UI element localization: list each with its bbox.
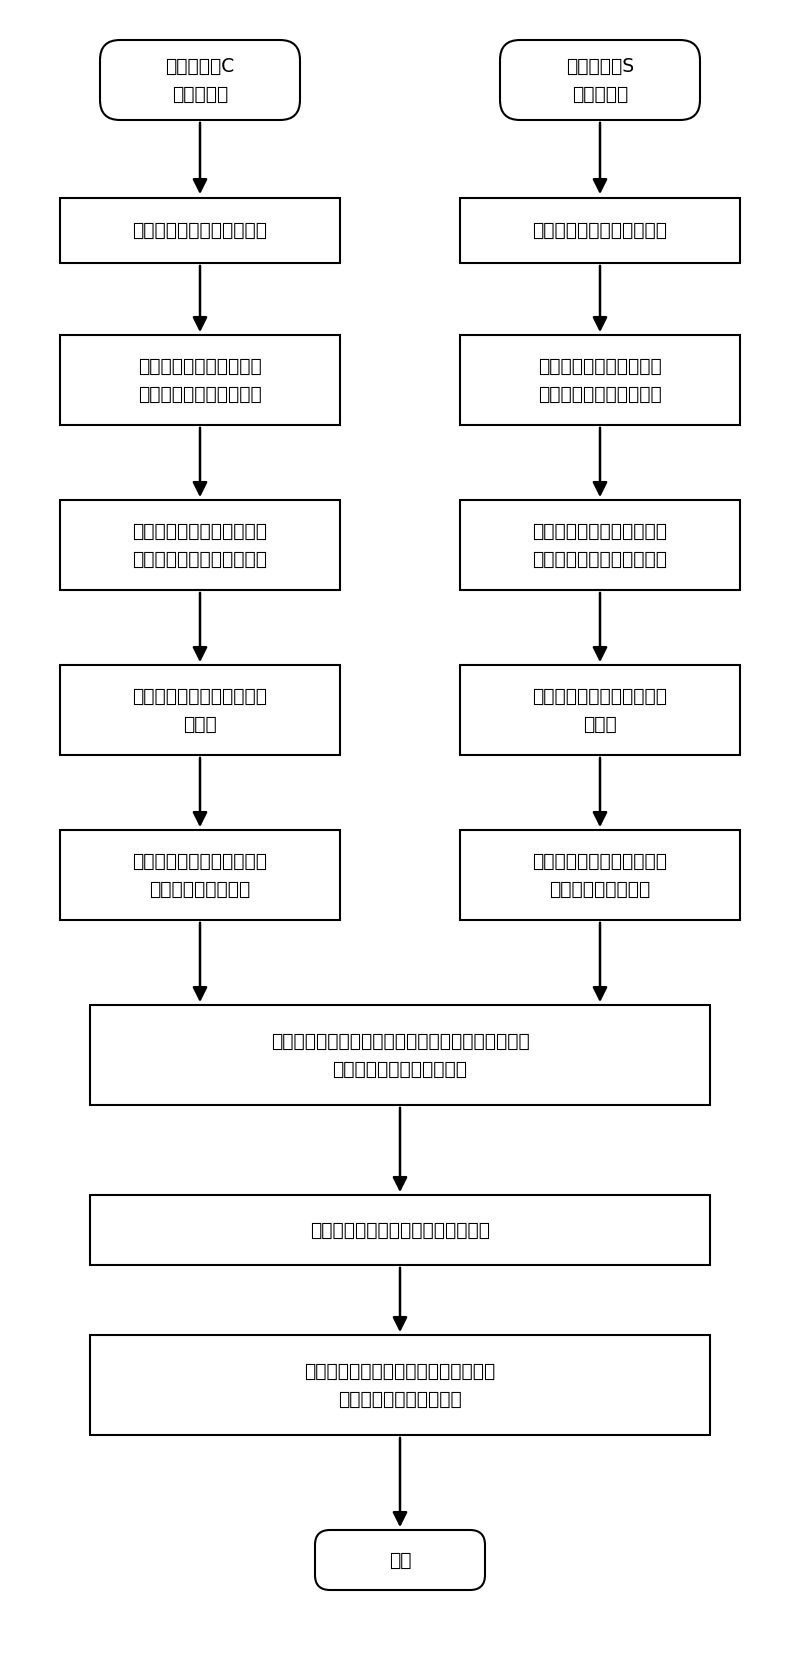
Bar bbox=[60, 197, 340, 263]
Bar bbox=[90, 1334, 710, 1435]
Bar bbox=[460, 197, 740, 263]
FancyBboxPatch shape bbox=[100, 40, 300, 120]
Bar bbox=[460, 334, 740, 425]
Bar bbox=[90, 1195, 710, 1266]
Text: 获取每个顶点的三维坐标和
测度值: 获取每个顶点的三维坐标和 测度值 bbox=[133, 687, 267, 734]
Bar bbox=[60, 334, 340, 425]
Text: 结束: 结束 bbox=[389, 1550, 411, 1570]
Text: 对每个样本进行若干同度的
十四点球面小波变换: 对每个样本进行若干同度的 十四点球面小波变换 bbox=[133, 851, 267, 898]
Text: 依据各顶点球面小波系数，初步筛选出两组样本间具
有显著形状差异的顶点集合: 依据各顶点球面小波系数，初步筛选出两组样本间具 有显著形状差异的顶点集合 bbox=[270, 1032, 530, 1078]
Bar bbox=[460, 829, 740, 920]
Text: 计算并构造用于描述形状差异的大小向
量、位置向量和特征向量: 计算并构造用于描述形状差异的大小向 量、位置向量和特征向量 bbox=[304, 1361, 496, 1408]
Text: 二次筛选，得到最终的差异顶点集合: 二次筛选，得到最终的差异顶点集合 bbox=[310, 1221, 490, 1239]
Text: 获取每个顶点的三维坐标和
测度值: 获取每个顶点的三维坐标和 测度值 bbox=[533, 687, 667, 734]
Text: 用三角形网格逐级剖分法，
获取零件的三维三角形网格: 用三角形网格逐级剖分法， 获取零件的三维三角形网格 bbox=[133, 522, 267, 568]
Text: 用三维摄像机扫描每个样
本，得到零件的三维图像: 用三维摄像机扫描每个样 本，得到零件的三维图像 bbox=[138, 356, 262, 403]
Text: 确定研究组S
的零件样本: 确定研究组S 的零件样本 bbox=[566, 57, 634, 104]
Text: 确定对照组C
的零件样本: 确定对照组C 的零件样本 bbox=[166, 57, 234, 104]
Bar bbox=[460, 500, 740, 590]
Text: 设定坐标系，配准各个零件: 设定坐标系，配准各个零件 bbox=[133, 221, 267, 239]
Text: 用三角形网格逐级剖分法，
获取零件的三维三角形网格: 用三角形网格逐级剖分法， 获取零件的三维三角形网格 bbox=[533, 522, 667, 568]
Text: 用三维摄像机扫描每个样
本，得到零件的三维图像: 用三维摄像机扫描每个样 本，得到零件的三维图像 bbox=[538, 356, 662, 403]
Bar bbox=[60, 500, 340, 590]
Bar bbox=[60, 665, 340, 756]
Text: 对每个样本进行若干同度的
十四点球面小波变换: 对每个样本进行若干同度的 十四点球面小波变换 bbox=[533, 851, 667, 898]
Text: 设定坐标系，配准各个零件: 设定坐标系，配准各个零件 bbox=[533, 221, 667, 239]
Bar bbox=[90, 1005, 710, 1105]
FancyBboxPatch shape bbox=[315, 1530, 485, 1590]
FancyBboxPatch shape bbox=[500, 40, 700, 120]
Bar bbox=[460, 665, 740, 756]
Bar bbox=[60, 829, 340, 920]
